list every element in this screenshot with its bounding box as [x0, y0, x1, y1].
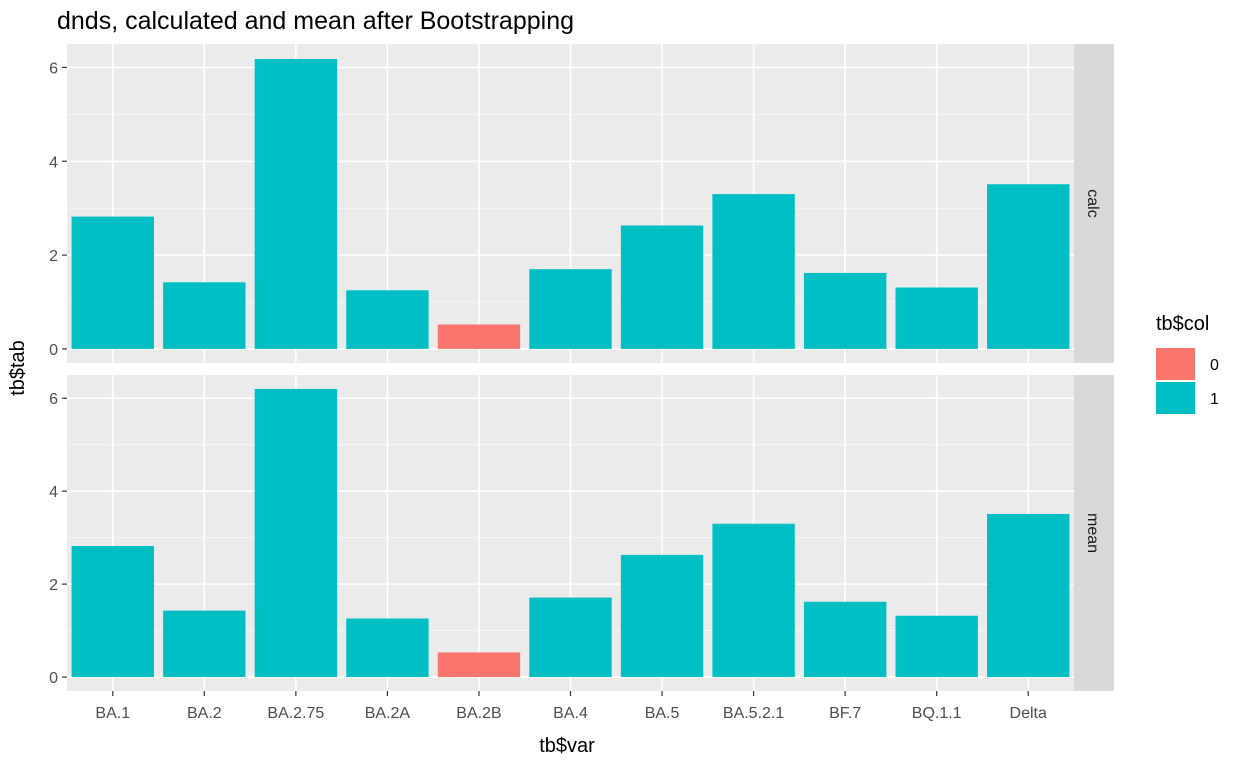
- x-tick-label: BA.4: [553, 705, 588, 722]
- bar-calc-BA.5.2.1: [712, 194, 795, 349]
- x-tick-label: BA.1: [95, 705, 130, 722]
- y-tick-label: 2: [49, 248, 58, 265]
- bar-mean-BA.2.75: [254, 388, 338, 678]
- bar-calc-BA.1: [71, 216, 154, 349]
- x-tick-label: BA.2.75: [267, 705, 324, 722]
- bar-calc-BA.2A: [346, 290, 429, 349]
- y-tick-label: 4: [49, 154, 58, 171]
- x-tick-label: BA.2A: [365, 705, 411, 722]
- legend: tb$col 01: [1156, 313, 1219, 414]
- legend-swatch-0: [1156, 348, 1195, 380]
- facet-strip-label: calc: [1084, 189, 1101, 217]
- x-axis-title: tb$var: [539, 735, 595, 757]
- bar-mean-BA.2B: [437, 652, 521, 678]
- legend-label-1: 1: [1210, 391, 1219, 408]
- bar-calc-BA.2.75: [254, 59, 338, 349]
- bar-mean-BA.4: [529, 597, 612, 678]
- x-tick-label: Delta: [1010, 705, 1047, 722]
- y-tick-label: 0: [49, 670, 58, 687]
- x-tick-label: BA.2: [187, 705, 222, 722]
- x-axis: BA.1 BA.2 BA.2.75 BA.2A BA.2B BA.4 BA.5 BA.5.2.…: [95, 691, 1047, 722]
- legend-label-0: 0: [1210, 357, 1219, 374]
- y-tick-label: 4: [49, 484, 58, 501]
- bar-calc-Delta: [987, 184, 1070, 349]
- y-tick-label: 6: [49, 60, 58, 77]
- x-tick-label: BA.5.2.1: [723, 705, 784, 722]
- x-tick-label: BQ.1.1: [912, 705, 962, 722]
- y-tick-label: 6: [49, 391, 58, 408]
- facet-strip: [1074, 44, 1114, 363]
- y-tick-label: 0: [49, 342, 58, 359]
- x-tick-label: BA.2B: [456, 705, 501, 722]
- bar-calc-BF.7: [803, 272, 887, 349]
- bar-calc-BA.2: [163, 282, 246, 349]
- facet-strip-label: mean: [1084, 513, 1101, 553]
- bar-mean-BA.5: [620, 554, 704, 678]
- x-tick-label: BF.7: [829, 705, 861, 722]
- legend-title: tb$col: [1156, 313, 1209, 335]
- bar-mean-Delta: [987, 513, 1070, 678]
- facet-panel-mean: 0 2 4 6 mean: [49, 375, 1114, 691]
- y-axis-title: tb$tab: [7, 340, 29, 396]
- chart-title: dnds, calculated and mean after Bootstra…: [57, 7, 574, 35]
- bar-calc-BA.4: [529, 269, 612, 349]
- legend-swatch-1: [1156, 382, 1195, 414]
- bar-calc-BA.5: [620, 225, 704, 349]
- bar-calc-BA.2B: [437, 324, 521, 349]
- bar-mean-BF.7: [803, 601, 887, 678]
- x-tick-label: BA.5: [645, 705, 680, 722]
- facet-panel-calc: 0 2 4 6 calc: [49, 44, 1114, 363]
- legend-items: 01: [1156, 348, 1219, 414]
- bar-mean-BQ.1.1: [895, 615, 978, 678]
- y-tick-label: 2: [49, 577, 58, 594]
- facet-panels: 0 2 4 6 calc 0 2 4 6 mean: [49, 44, 1114, 691]
- bar-mean-BA.2A: [346, 618, 429, 678]
- bar-mean-BA.1: [71, 546, 154, 678]
- facet-strip: [1074, 375, 1114, 691]
- bar-mean-BA.5.2.1: [712, 523, 795, 678]
- bar-calc-BQ.1.1: [895, 287, 978, 349]
- bar-mean-BA.2: [163, 610, 246, 678]
